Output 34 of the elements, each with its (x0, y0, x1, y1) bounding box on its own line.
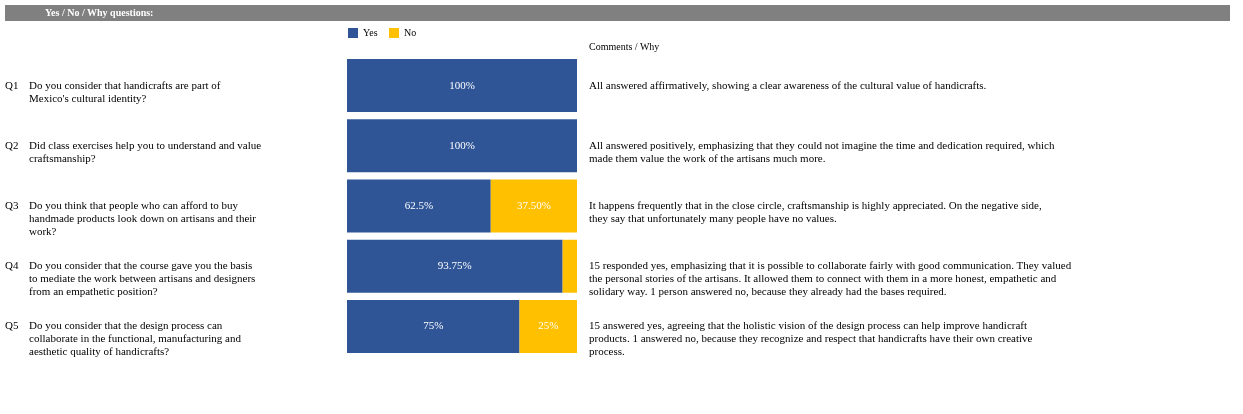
y-tick-label: Q2 (5, 139, 19, 151)
data-label: 100% (449, 78, 475, 91)
y-tick-label: Q3 (5, 199, 19, 211)
legend-label: Yes (363, 27, 378, 38)
bar (347, 239, 563, 293)
data-label: 100% (449, 138, 475, 151)
text: Do you consider that the design process can collaborate in the functional, manufacturing and aesthetic quality of handicrafts? (29, 319, 242, 357)
text: All answered affirmatively, showing a clear awareness of the cultural value of handicrafts. (589, 79, 987, 91)
data-label: 62.5% (404, 199, 434, 211)
bar (562, 239, 577, 293)
bar (519, 299, 577, 353)
text: 15 answered yes, agreeing that the holistic vision of the design process can help improve handicraft products. 1 answered no, because they recognize and respect that handicrafts have their own creative process. (589, 319, 1033, 357)
bar (347, 119, 577, 173)
text: All answered positively, emphasizing that they could not imagine the time and dedication required, which made them value the work of the artisans much more. (589, 139, 1055, 164)
data-label: 93.75% (437, 259, 472, 272)
y-tick-label: Q5 (5, 319, 19, 331)
text: 15 responded yes, emphasizing that it is possible to collaborate fairly with good communication. They valued the personal stories of the artisans. It allowed them to connect with them in a more honest, empathetic and solidary way. 1 person answered no, because they already had the bases required. (589, 259, 1072, 297)
text: Do you think that people who can afford to buy handmade products look down on artisans and their work? (29, 199, 257, 237)
y-tick-label: Q4 (5, 259, 19, 271)
legend-label: No (404, 27, 417, 38)
text: Comments / Why (589, 41, 660, 52)
data-label: 25% (538, 319, 559, 332)
bar (347, 59, 577, 113)
bar (347, 299, 520, 353)
y-tick-label: Q1 (5, 79, 19, 91)
data-label: 37.50% (516, 199, 551, 211)
text: Do you consider that the course gave you the basis to mediate the work between artisans and designers from an empathetic position? (29, 259, 256, 297)
text: Yes / No / Why questions: (45, 7, 154, 18)
text: Did class exercises help you to understand and value craftsmanship? (29, 139, 262, 164)
data-label: 75% (423, 319, 444, 332)
bar (347, 179, 491, 233)
bar (490, 179, 577, 233)
text: It happens frequently that in the close circle, craftsmanship is highly appreciated. On the negative side, they say that unfortunately many people have no values. (589, 199, 1042, 224)
text: Do you consider that handicrafts are part of Mexico's cultural identity? (29, 79, 221, 104)
